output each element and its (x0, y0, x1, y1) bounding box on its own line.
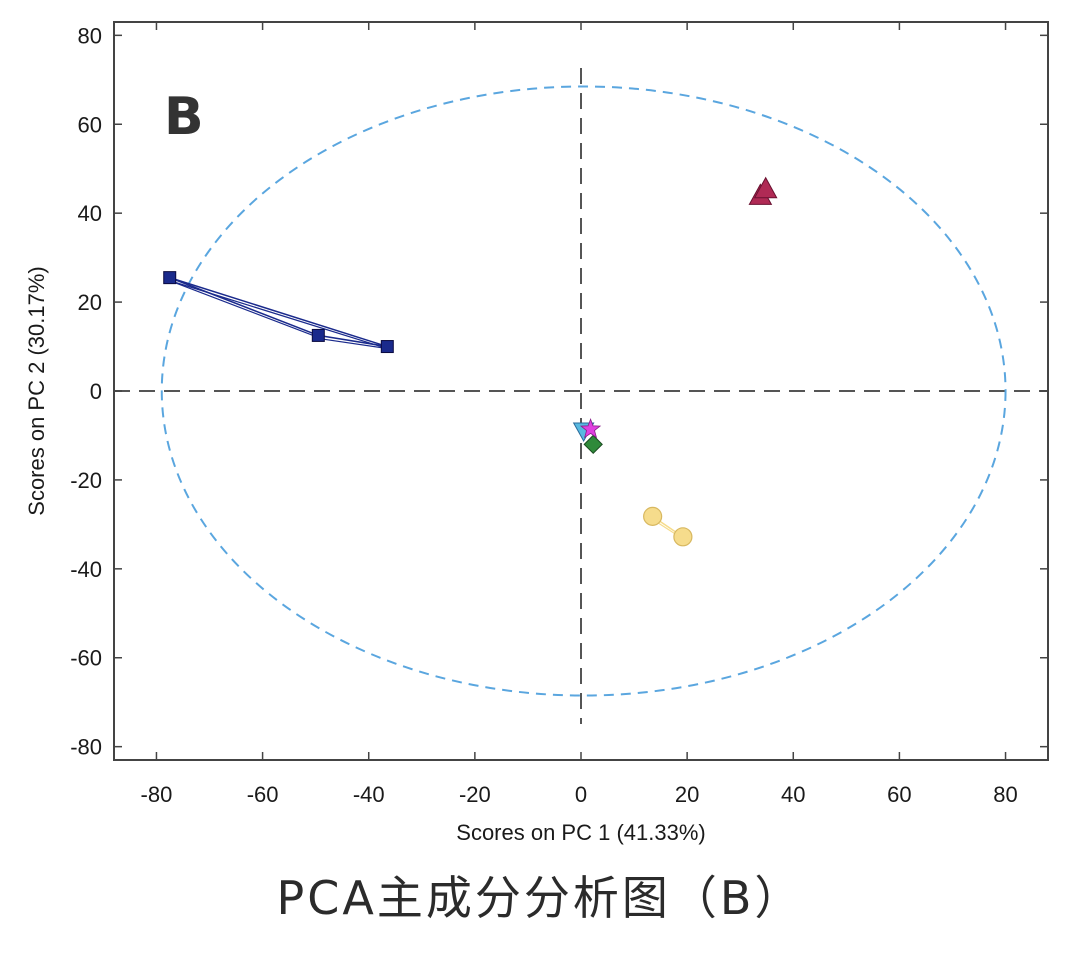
marker-square (163, 271, 177, 285)
pca-score-plot: -80 -60 -40 -20 0 20 40 60 80 80 60 40 20 0 -20 -40 -60 -… (24, 21, 1049, 845)
x-tick-label: -40 (353, 782, 385, 807)
group-blue-squares (163, 271, 394, 354)
group-magenta-stars (579, 418, 602, 439)
series-connector (169, 280, 388, 350)
y-tick-label: 0 (90, 379, 102, 404)
y-tick-label: -20 (70, 468, 102, 493)
x-tick-label: -20 (459, 782, 491, 807)
marker-circle (673, 527, 693, 547)
series-connector (169, 276, 388, 348)
reference-layer (114, 68, 1048, 724)
series-connector (318, 334, 388, 348)
x-tick-label: 60 (887, 782, 911, 807)
x-tick-label: 40 (781, 782, 805, 807)
y-tick-label: 40 (78, 201, 102, 226)
series-connector (169, 276, 319, 337)
x-axis-label: Scores on PC 1 (41.33%) (456, 820, 705, 845)
series-connector (318, 337, 388, 350)
y-tick-label: -60 (70, 646, 102, 671)
marker-star (579, 418, 602, 439)
series-layer (163, 176, 778, 547)
x-tick-label: 20 (675, 782, 699, 807)
x-tick-label: -80 (141, 782, 173, 807)
marker-square (380, 340, 394, 354)
x-tick-label: 0 (575, 782, 587, 807)
marker-square (311, 328, 325, 342)
series-connector (169, 280, 319, 338)
figure-caption: PCA主成分分析图（B） (276, 871, 804, 925)
y-tick-label: 60 (78, 112, 102, 137)
marker-diamond (583, 434, 603, 455)
tick-layer: -80 -60 -40 -20 0 20 40 60 80 80 60 40 20 0 -20 -40 -60 -… (70, 22, 1048, 807)
marker-circle (643, 506, 663, 526)
confidence-ellipse (160, 85, 1007, 697)
y-tick-label: 80 (78, 23, 102, 48)
y-tick-label: -40 (70, 557, 102, 582)
x-tick-label: -60 (247, 782, 279, 807)
y-tick-label: 20 (78, 290, 102, 315)
group-yellow-circles (643, 506, 693, 547)
panel-label: B (164, 87, 204, 147)
group-red-triangles (748, 176, 778, 205)
group-green-diamonds (583, 434, 603, 455)
y-tick-label: -80 (70, 735, 102, 760)
marker-triangle (753, 176, 778, 199)
confidence-ellipse-layer (160, 85, 1007, 697)
y-axis-label: Scores on PC 2 (30.17%) (24, 266, 49, 515)
x-tick-label: 80 (993, 782, 1017, 807)
